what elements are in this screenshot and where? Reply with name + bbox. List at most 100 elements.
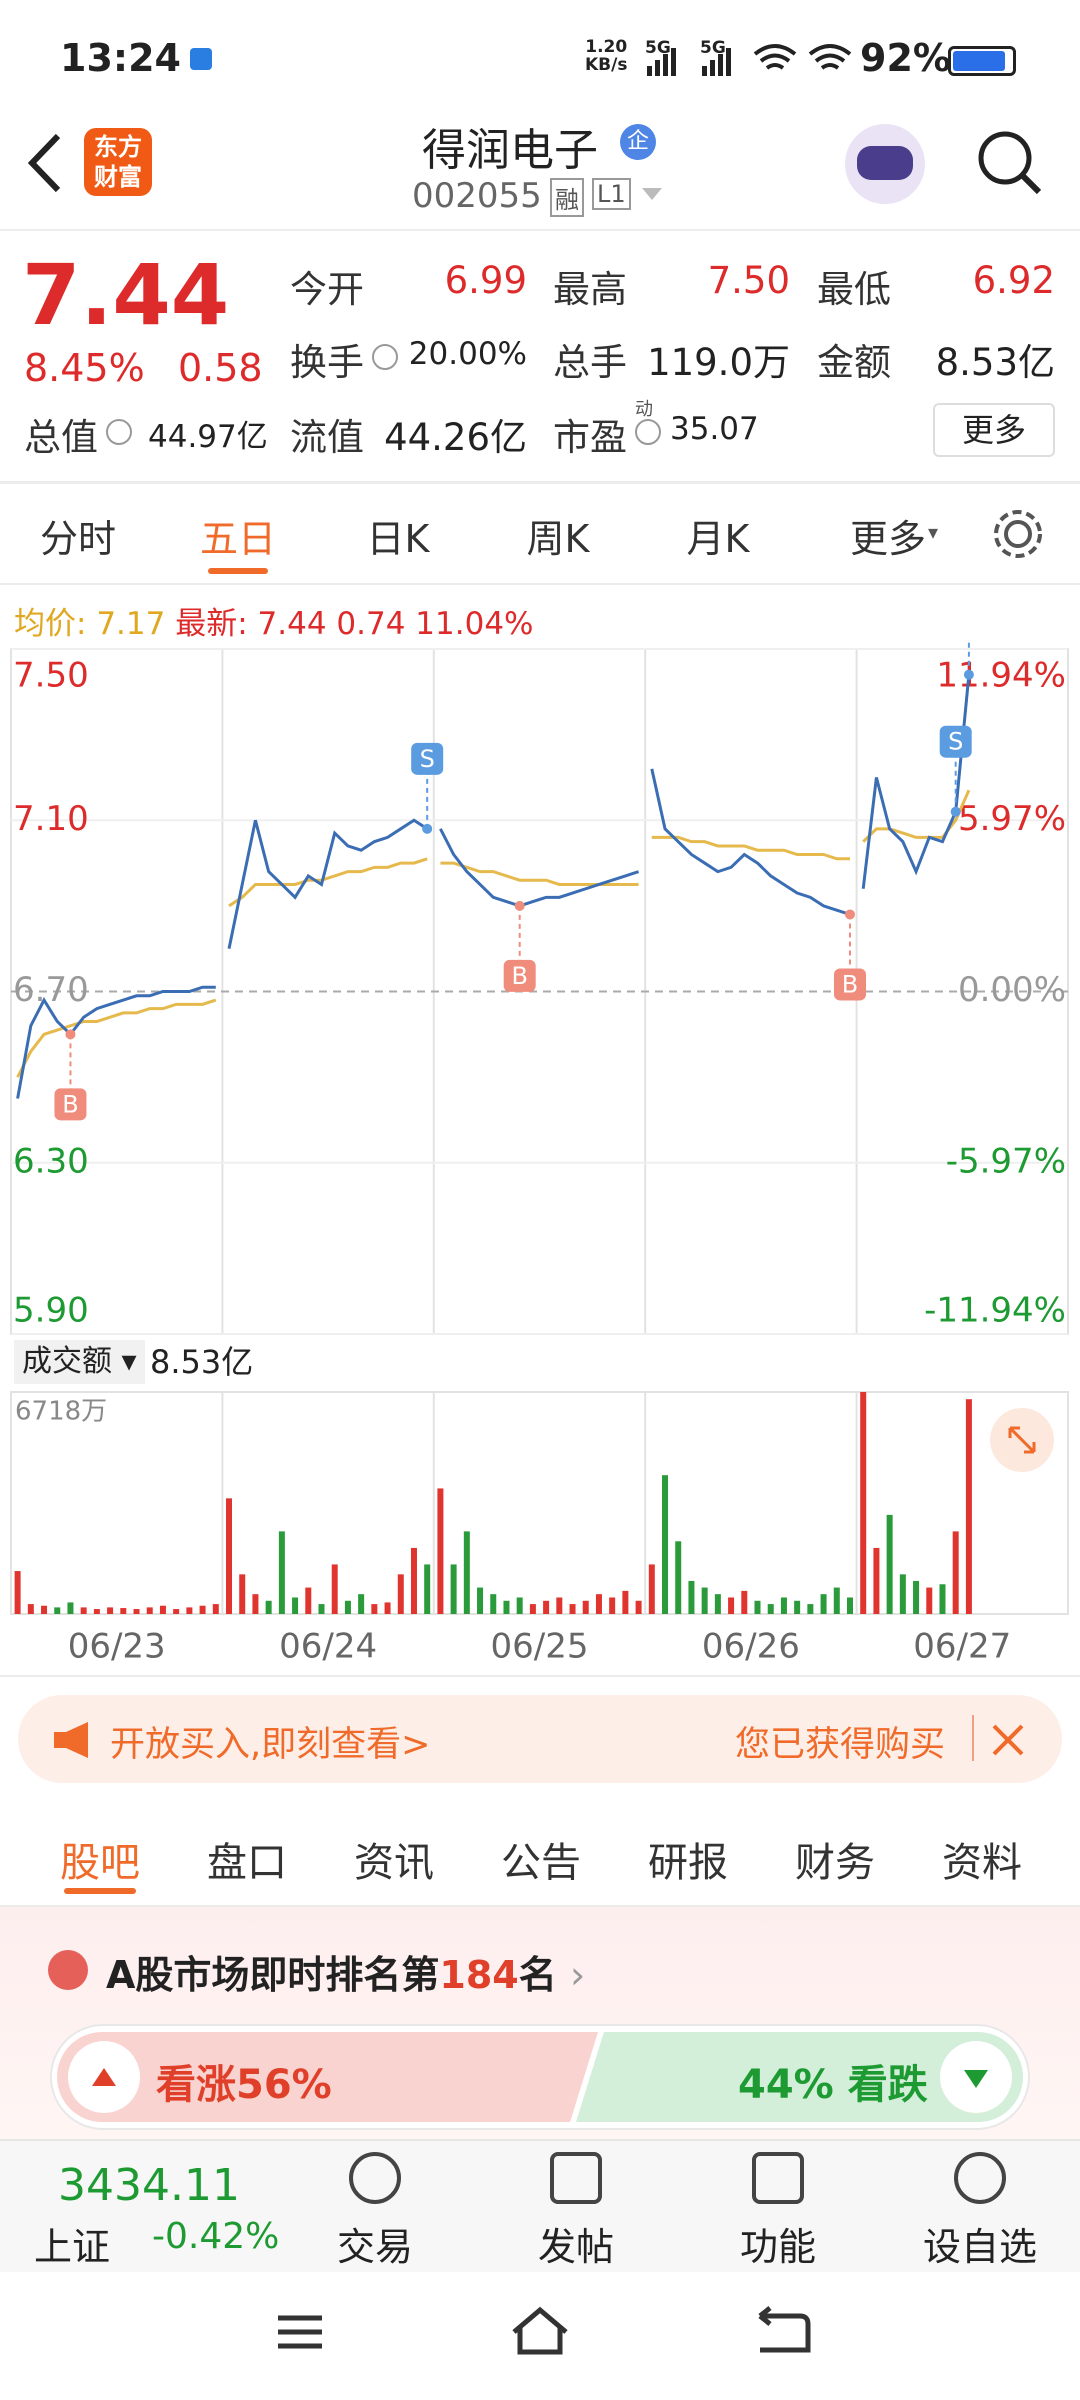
info-tab[interactable]: 资料	[942, 1840, 1022, 1886]
period-tab[interactable]: 月K	[686, 517, 750, 561]
volume-bar	[714, 1594, 721, 1614]
info-tab[interactable]: 研报	[648, 1840, 728, 1886]
info-tab[interactable]: 资讯	[354, 1840, 434, 1886]
volume-bar	[688, 1580, 695, 1614]
banner[interactable]	[18, 1695, 1062, 1783]
y2-tick-label: 0.00%	[958, 970, 1066, 1010]
period-tab[interactable]: 五日	[199, 517, 276, 561]
y2-tick-label: 11.94%	[936, 656, 1066, 696]
volume-bar	[159, 1605, 166, 1614]
volume-bar	[173, 1609, 180, 1614]
settings[interactable]	[990, 506, 1046, 562]
field-value: 20.00%	[408, 336, 527, 372]
volume-frame	[10, 1391, 1069, 1615]
net1: 5G	[645, 38, 671, 58]
back[interactable]	[20, 128, 70, 198]
field-value: 8.53亿	[935, 341, 1055, 384]
trade-badge	[54, 1088, 87, 1121]
nav-label: 交易	[336, 2225, 413, 2269]
price-line	[650, 768, 851, 916]
volume-bar	[543, 1600, 550, 1614]
volume-bar	[582, 1600, 589, 1614]
nav-icon[interactable]	[752, 2152, 804, 2204]
volume-bar	[239, 1574, 246, 1614]
signal-icons	[647, 44, 852, 76]
time: 13:24	[60, 36, 181, 80]
logo-text: 东方	[94, 133, 142, 161]
nav-label: 功能	[739, 2225, 816, 2269]
nav-icon[interactable]	[550, 2152, 602, 2204]
period-tab[interactable]: 更多	[849, 517, 926, 561]
volume-bar	[860, 1392, 867, 1614]
y-tick-label: 5.90	[13, 1291, 89, 1331]
field-value: 7.50	[707, 259, 790, 302]
volume-bar	[463, 1531, 470, 1614]
volume-bar	[93, 1609, 100, 1614]
bear-area[interactable]	[576, 2032, 1023, 2122]
avg-label: 均价:	[14, 606, 87, 642]
sep	[972, 1715, 974, 1761]
volume-bar	[767, 1604, 774, 1614]
field-sup: 动	[635, 399, 653, 420]
trade-label: B	[842, 970, 858, 998]
index-value[interactable]: 3434.11	[58, 2160, 240, 2211]
close[interactable]	[988, 1720, 1028, 1760]
volume-bar	[67, 1602, 74, 1614]
last-value: 7.44	[257, 606, 327, 642]
nav-icon[interactable]	[954, 2152, 1006, 2204]
avg-line	[651, 835, 850, 861]
search[interactable]	[975, 128, 1045, 198]
trade-dot	[422, 823, 433, 834]
volume-selector[interactable]: 成交额 ▾	[14, 1340, 145, 1384]
volume-bar	[54, 1607, 61, 1614]
ranking[interactable]: A股市场即时排名第184名 ›	[106, 1953, 586, 1997]
volume-bar	[622, 1590, 629, 1614]
info-tab[interactable]: 财务	[795, 1840, 875, 1886]
dropdown-arrow: ▾	[928, 520, 939, 544]
banner-text: 开放买入,即刻查看>	[110, 1725, 431, 1765]
volume-bar	[595, 1594, 602, 1614]
volume-bar	[384, 1602, 391, 1614]
volume-bar	[344, 1600, 351, 1614]
trade-badge	[411, 742, 444, 775]
period-tab[interactable]: 分时	[39, 517, 116, 561]
volume-bar	[331, 1564, 338, 1614]
bull-area[interactable]	[57, 2032, 598, 2122]
divider	[0, 229, 1080, 231]
volume-bar	[278, 1531, 285, 1614]
volume-bar	[635, 1600, 642, 1614]
rank: 184	[439, 1953, 519, 1997]
expand[interactable]	[990, 1408, 1054, 1472]
x-tick-label: 06/25	[491, 1627, 589, 1667]
tag: L1	[592, 178, 631, 210]
field-label: 总手	[553, 341, 627, 384]
dropdown[interactable]	[640, 186, 664, 202]
trade-badge	[503, 959, 536, 992]
bull-label: 看涨	[156, 2062, 236, 2108]
volume-bar	[212, 1604, 219, 1614]
x-tick-label: 06/23	[68, 1627, 166, 1667]
field-value: 44.97亿	[148, 419, 268, 455]
y2-tick-label: -11.94%	[924, 1291, 1066, 1331]
field-label: 流值	[290, 416, 364, 459]
more-button[interactable]: 更多	[933, 403, 1055, 457]
avatar[interactable]	[845, 124, 925, 204]
period-tab[interactable]: 周K	[526, 517, 590, 561]
volume-bar	[794, 1600, 801, 1614]
volume-bar	[569, 1604, 576, 1614]
volume-bar	[503, 1600, 510, 1614]
nav-icon[interactable]	[349, 2152, 401, 2204]
volume-bar	[80, 1607, 87, 1614]
period-tab[interactable]: 日K	[366, 517, 430, 561]
volume-bar	[490, 1594, 497, 1614]
info-tab[interactable]: 盘口	[207, 1840, 287, 1886]
volume-total: 8.53亿	[150, 1343, 254, 1381]
rank-prefix: A股市场即时排名第	[106, 1953, 440, 1997]
info-tab[interactable]: 公告	[501, 1840, 581, 1886]
info-tab[interactable]: 股吧	[60, 1840, 140, 1886]
index-change: -0.42%	[152, 2216, 280, 2257]
info-icon	[106, 419, 132, 445]
trade-dot	[844, 909, 855, 920]
trade-dot	[514, 900, 525, 911]
